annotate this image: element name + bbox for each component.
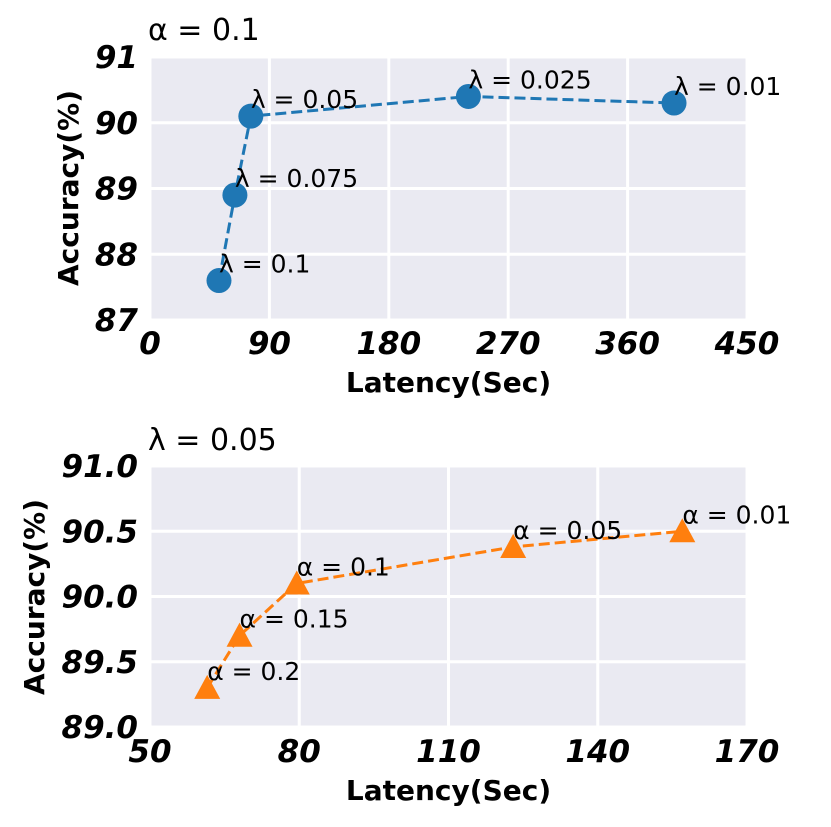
point-annotation: λ = 0.025 <box>468 65 591 94</box>
x-tick-label: 360 <box>595 326 660 362</box>
y-tick-label: 90.0 <box>62 580 139 616</box>
point-annotation: α = 0.01 <box>682 500 791 529</box>
y-tick-label: 90 <box>95 106 138 142</box>
data-point <box>222 182 248 208</box>
x-tick-label: 140 <box>565 734 630 770</box>
data-point <box>455 83 481 109</box>
y-axis-label: Accuracy(%) <box>52 90 85 286</box>
x-tick-label: 0 <box>139 326 161 362</box>
data-point <box>283 570 310 595</box>
y-tick-label: 87 <box>95 303 139 339</box>
x-tick-label: 110 <box>416 734 481 770</box>
point-annotation: λ = 0.1 <box>219 250 310 279</box>
chart-title: λ = 0.05 <box>148 423 277 458</box>
data-point <box>669 518 696 543</box>
x-tick-label: 90 <box>248 326 291 362</box>
x-tick-label: 270 <box>476 326 541 362</box>
y-tick-label: 91.0 <box>62 449 139 485</box>
data-point <box>226 622 253 647</box>
point-annotation: α = 0.15 <box>240 605 349 634</box>
y-tick-label: 89.0 <box>62 710 139 746</box>
x-tick-label: 180 <box>356 326 421 362</box>
y-tick-label: 88 <box>95 237 138 273</box>
x-tick-label: 170 <box>715 734 780 770</box>
x-axis-label: Latency(Sec) <box>346 366 551 399</box>
point-annotation: α = 0.05 <box>513 516 622 545</box>
chart-2: 50 80 110 140 170 89.0 89.5 90.0 90.5 91.0 λ = 0.0… <box>18 423 791 807</box>
chart-1: 0 90 180 270 360 450 87 88 89 90 91 α = 0.1 Latency(… <box>52 13 781 399</box>
data-point <box>500 533 527 558</box>
data-point <box>661 90 687 116</box>
data-point <box>194 674 221 699</box>
y-tick-label: 89.5 <box>62 645 139 681</box>
data-point <box>238 103 264 129</box>
data-point <box>206 268 232 294</box>
x-tick-label: 50 <box>128 734 171 770</box>
point-annotation: λ = 0.05 <box>251 85 358 114</box>
chart-title: α = 0.1 <box>148 13 260 48</box>
point-annotation: λ = 0.01 <box>674 72 781 101</box>
point-annotation: α = 0.1 <box>297 552 390 581</box>
point-annotation: α = 0.2 <box>207 657 300 686</box>
y-tick-label: 89 <box>95 172 138 208</box>
x-tick-label: 80 <box>278 734 321 770</box>
x-axis-label: Latency(Sec) <box>346 774 551 807</box>
x-tick-label: 450 <box>714 326 780 362</box>
point-annotation: λ = 0.075 <box>235 164 358 193</box>
y-tick-label: 90.5 <box>62 514 139 550</box>
y-axis-label: Accuracy(%) <box>18 499 51 695</box>
y-tick-label: 91 <box>95 40 138 76</box>
